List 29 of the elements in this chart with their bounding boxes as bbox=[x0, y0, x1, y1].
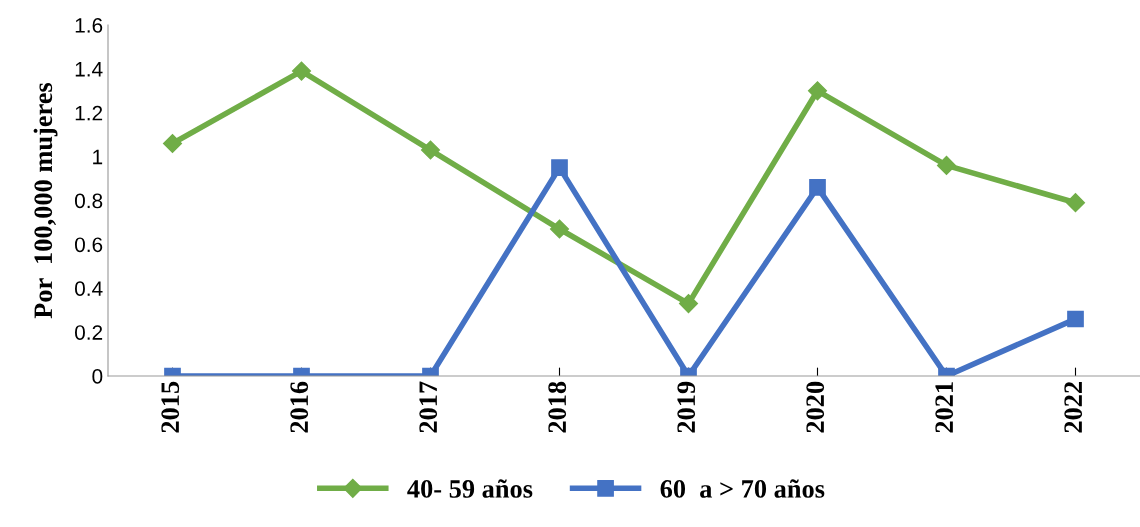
y-axis-title: Por 100,000 mujeres bbox=[33, 82, 58, 319]
x-tick-label: 2020 bbox=[806, 381, 825, 433]
y-tick-label: 0.8 bbox=[74, 193, 103, 209]
y-tick-label: 0.4 bbox=[74, 281, 103, 296]
x-tick-label: 2015 bbox=[161, 381, 180, 433]
point bbox=[1065, 193, 1086, 213]
x-tick-label: 2016 bbox=[290, 381, 309, 433]
x-tick-label: 2021 bbox=[935, 382, 954, 433]
x-tick-label: 2022 bbox=[1064, 381, 1083, 433]
point bbox=[807, 81, 828, 101]
y-tick-label: 0.2 bbox=[74, 325, 103, 340]
point bbox=[420, 140, 441, 160]
point bbox=[809, 179, 826, 196]
point bbox=[549, 219, 570, 239]
x-tick-label: 2017 bbox=[419, 381, 438, 433]
legend-label: 40- 59 años bbox=[407, 479, 533, 498]
y-tick-label: 1.2 bbox=[75, 105, 103, 121]
legend-label: 60 a > 70 años bbox=[660, 479, 825, 498]
point bbox=[551, 159, 568, 176]
y-tick-label: 0 bbox=[92, 369, 103, 384]
point bbox=[291, 61, 312, 81]
point bbox=[936, 155, 957, 175]
y-tick-label: 1.4 bbox=[75, 62, 103, 77]
x-tick-label: 2018 bbox=[548, 381, 567, 433]
y-tick-label: 1.6 bbox=[75, 18, 103, 33]
point bbox=[162, 133, 183, 153]
y-tick-label: 1 bbox=[93, 149, 103, 165]
y-tick-label: 0.6 bbox=[74, 237, 103, 253]
x-tick-label: 2019 bbox=[677, 381, 696, 433]
